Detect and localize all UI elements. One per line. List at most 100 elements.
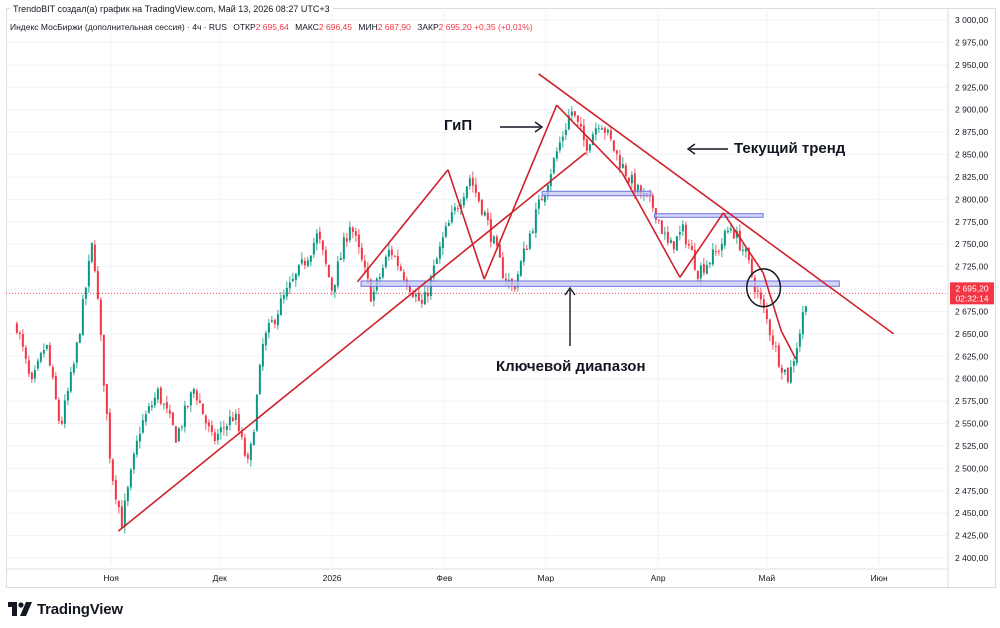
grid-layer: [6, 8, 948, 565]
candle-body: [411, 293, 414, 297]
candle-body: [567, 115, 570, 130]
candle-body: [138, 433, 141, 442]
key-range-zone: [541, 190, 652, 197]
candle-body: [309, 255, 312, 262]
candle-body: [381, 267, 384, 278]
candle-body: [264, 332, 267, 346]
candle-body: [297, 264, 300, 276]
candle-body: [471, 177, 474, 186]
y-tick-label: 2 600,00: [955, 374, 988, 384]
y-tick-label: 2 625,00: [955, 351, 988, 361]
candle-body: [135, 440, 138, 455]
candle-layer: [15, 106, 807, 534]
candle-body: [651, 195, 654, 209]
candle-body: [45, 345, 48, 349]
candle-body: [732, 229, 735, 239]
x-tick-label: Дек: [213, 573, 227, 583]
candle-body: [18, 332, 21, 335]
candle-body: [159, 387, 162, 404]
candle-body: [336, 261, 339, 287]
candle-body: [759, 292, 762, 300]
candle-body: [777, 345, 780, 367]
candle-body: [114, 480, 117, 500]
y-tick-label: 2 925,00: [955, 82, 988, 92]
candle-body: [282, 295, 285, 299]
candle-body: [390, 249, 393, 256]
y-tick-label: 2 550,00: [955, 419, 988, 429]
candle-body: [750, 259, 753, 277]
candle-body: [354, 231, 357, 236]
candle-body: [255, 394, 258, 431]
candle-body: [78, 333, 81, 343]
candle-body: [543, 193, 546, 202]
y-tick-label: 2 575,00: [955, 396, 988, 406]
candle-body: [234, 413, 237, 420]
candle-body: [39, 352, 42, 362]
tradingview-logo-icon: [8, 602, 32, 616]
candle-body: [762, 299, 765, 309]
candle-body: [222, 427, 225, 429]
candle-body: [366, 267, 369, 279]
candle-body: [330, 277, 333, 291]
breakout-circle: [745, 268, 782, 308]
candle-body: [663, 232, 666, 234]
trend-line: [447, 169, 486, 280]
candle-body: [318, 231, 321, 240]
candle-body: [630, 174, 633, 184]
y-tick-label: 2 825,00: [955, 172, 988, 182]
logo-text: TradingView: [37, 600, 123, 618]
candle-body: [303, 260, 306, 266]
candle-body: [600, 128, 603, 130]
candle-body: [558, 142, 561, 151]
candle-body: [300, 259, 303, 264]
candle-body: [660, 220, 663, 234]
y-tick-label: 2 725,00: [955, 262, 988, 272]
chart-frame: [6, 8, 996, 588]
candle-body: [279, 298, 282, 316]
candle-body: [396, 256, 399, 266]
trend-line: [762, 272, 783, 332]
candle-body: [666, 231, 669, 243]
candle-body: [594, 128, 597, 135]
trend-line: [356, 169, 449, 283]
candle-body: [438, 246, 441, 259]
candle-body: [369, 279, 372, 302]
candle-body: [501, 257, 504, 279]
candle-body: [24, 347, 27, 359]
candle-body: [99, 299, 102, 335]
trend-line: [679, 212, 725, 278]
candle-body: [342, 237, 345, 260]
candle-body: [345, 238, 348, 242]
candle-body: [546, 185, 549, 195]
candle-body: [387, 250, 390, 257]
low-label: МИН: [358, 22, 378, 32]
candle-body: [408, 285, 411, 292]
open-label: ОТКР: [233, 22, 256, 32]
candle-body: [213, 432, 216, 442]
candle-body: [63, 400, 66, 424]
symbol-label[interactable]: Индекс МосБиржи (дополнительная сессия) …: [10, 22, 227, 32]
candle-body: [621, 164, 624, 169]
candle-body: [462, 197, 465, 206]
candle-body: [486, 212, 489, 221]
candle-body: [738, 230, 741, 251]
candle-body: [564, 129, 567, 136]
candle-body: [237, 414, 240, 432]
candle-body: [258, 364, 261, 395]
candle-body: [48, 345, 51, 366]
candle-body: [144, 414, 147, 422]
candle-body: [402, 272, 405, 280]
x-tick-label: Фев: [437, 573, 453, 583]
candle-body: [201, 403, 204, 415]
candle-body: [573, 111, 576, 116]
arrow-range-icon: [564, 286, 576, 296]
candle-body: [15, 323, 18, 333]
candle-body: [384, 256, 387, 267]
x-tick-label: Ноя: [103, 573, 119, 583]
candle-body: [324, 250, 327, 264]
candle-body: [111, 459, 114, 482]
candle-body: [720, 243, 723, 251]
candle-body: [108, 412, 111, 459]
tradingview-logo[interactable]: TradingView: [8, 598, 123, 620]
